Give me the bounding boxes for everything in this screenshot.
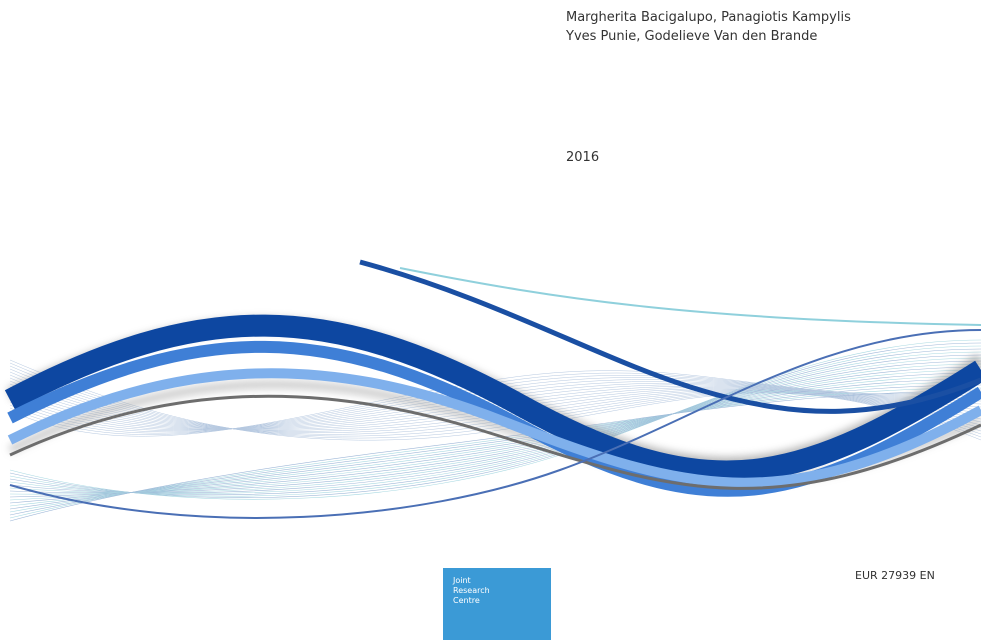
logo-line: Centre bbox=[453, 596, 490, 606]
logo-line: Joint bbox=[453, 576, 490, 586]
jrc-logo: Joint Research Centre bbox=[443, 568, 551, 640]
cover-page: {"authors": ["Margherita Bacigalupo, Pan… bbox=[0, 0, 981, 640]
logo-line: Research bbox=[453, 586, 490, 596]
authors: Margherita Bacigalupo, Panagiotis Kampyl… bbox=[566, 8, 851, 46]
wave-artwork bbox=[0, 0, 981, 640]
wave-band bbox=[400, 268, 981, 325]
author-line: Margherita Bacigalupo, Panagiotis Kampyl… bbox=[566, 8, 851, 27]
year: 2016 bbox=[566, 150, 599, 165]
logo-text: Joint Research Centre bbox=[453, 576, 490, 606]
report-number: EUR 27939 EN bbox=[855, 569, 935, 582]
thin-line-pattern bbox=[10, 340, 981, 521]
author-line: Yves Punie, Godelieve Van den Brande bbox=[566, 27, 851, 46]
